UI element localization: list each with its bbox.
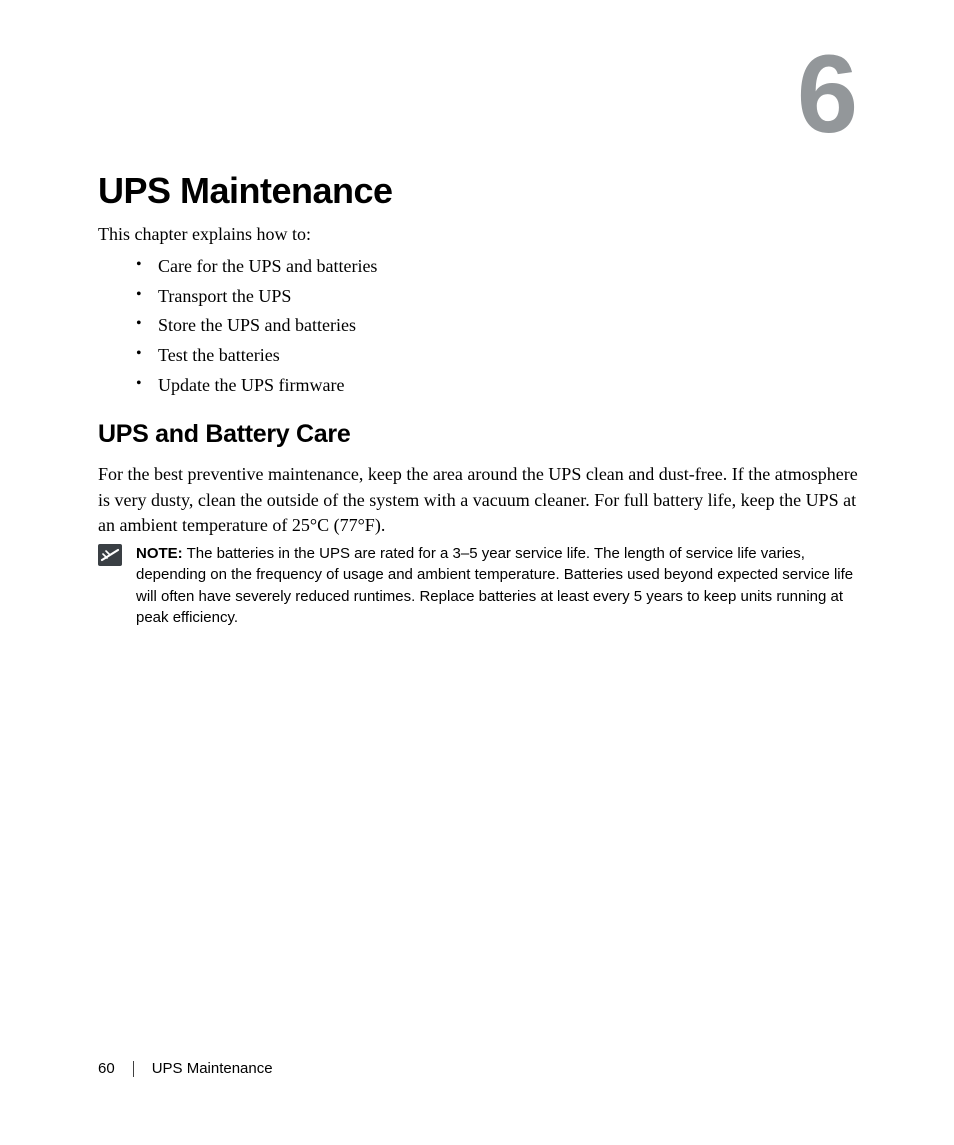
chapter-intro: This chapter explains how to: — [98, 222, 311, 247]
note-icon — [98, 544, 122, 566]
list-item: Care for the UPS and batteries — [136, 252, 377, 282]
footer-section-title: UPS Maintenance — [152, 1060, 273, 1077]
list-item: Store the UPS and batteries — [136, 311, 377, 341]
page-content: 6 UPS Maintenance This chapter explains … — [98, 0, 858, 1145]
page-footer: 60 UPS Maintenance — [98, 1060, 273, 1077]
list-item: Transport the UPS — [136, 282, 377, 312]
chapter-bullets: Care for the UPS and batteries Transport… — [136, 252, 377, 400]
note-body: The batteries in the UPS are rated for a… — [136, 545, 853, 626]
chapter-title: UPS Maintenance — [98, 170, 393, 212]
note-block: NOTE: The batteries in the UPS are rated… — [98, 543, 858, 628]
section-title: UPS and Battery Care — [98, 420, 350, 449]
section-body: For the best preventive maintenance, kee… — [98, 462, 858, 539]
page-number: 60 — [98, 1060, 115, 1077]
footer-divider — [133, 1061, 134, 1077]
note-label: NOTE: — [136, 545, 183, 562]
note-text: NOTE: The batteries in the UPS are rated… — [136, 543, 858, 628]
list-item: Test the batteries — [136, 341, 377, 371]
chapter-number: 6 — [797, 40, 858, 150]
list-item: Update the UPS firmware — [136, 371, 377, 401]
